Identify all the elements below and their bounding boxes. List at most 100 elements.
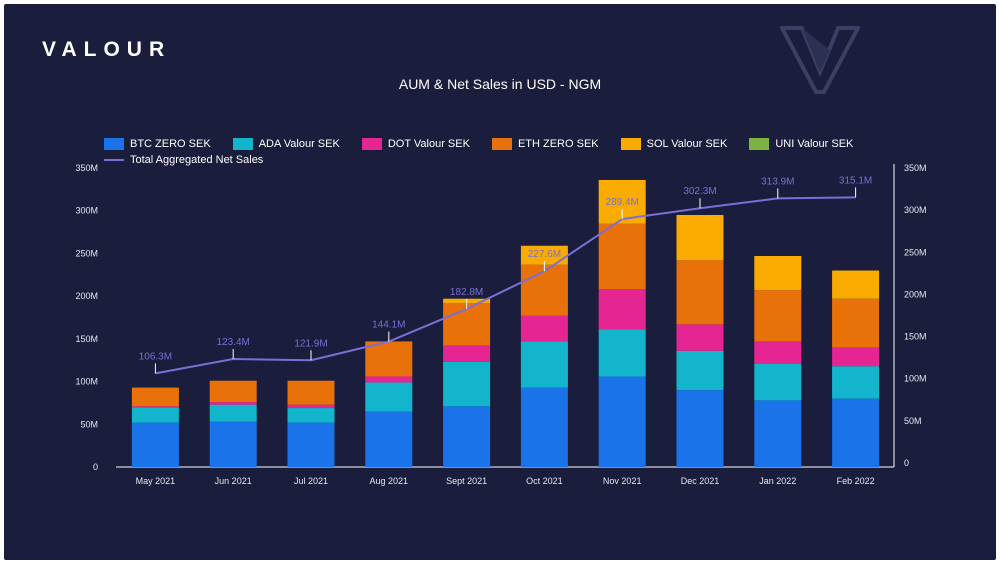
- legend-item-total-aggregated-net-sales: Total Aggregated Net Sales: [104, 154, 263, 166]
- slide-frame: VALOUR AUM & Net Sales in USD - NGM BTC …: [4, 4, 996, 560]
- legend-item-uni-valour-sek: UNI Valour SEK: [749, 138, 853, 150]
- y-left-tick-label: 100M: [75, 377, 98, 387]
- legend-swatch: [232, 138, 253, 150]
- valour-watermark-icon: [780, 26, 860, 94]
- y-left-tick-label: 300M: [75, 206, 98, 216]
- chart-legend: BTC ZERO SEK ADA Valour SEK DOT Valour SEK…: [104, 136, 884, 168]
- y-right-tick-label: 250M: [904, 247, 927, 257]
- bar-sol-valour-sek-7: [676, 214, 724, 261]
- x-tick-label: Dec 2021: [681, 476, 720, 486]
- bar-dot-valour-sek-5: [520, 315, 568, 342]
- legend-line-swatch: [104, 159, 124, 161]
- x-tick-label: Feb 2022: [837, 476, 875, 486]
- legend-item-ada-valour-sek: ADA Valour SEK: [232, 138, 340, 150]
- net-sales-data-label: 123.4M: [217, 337, 250, 348]
- chart-title: AUM & Net Sales in USD - NGM: [398, 76, 602, 92]
- net-sales-data-label: 313.9M: [761, 176, 794, 187]
- bar-ada-valour-sek-7: [676, 350, 724, 391]
- bar-dot-valour-sek-3: [365, 376, 413, 383]
- bar-btc-zero-sek-1: [209, 421, 257, 467]
- bar-sol-valour-sek-8: [754, 255, 802, 291]
- bar-dot-valour-sek-8: [754, 341, 802, 364]
- legend-swatch: [620, 138, 641, 150]
- bar-ada-valour-sek-1: [209, 404, 257, 422]
- bar-eth-zero-sek-4: [443, 302, 491, 346]
- bar-dot-valour-sek-7: [676, 324, 724, 351]
- bar-eth-zero-sek-2: [287, 380, 335, 405]
- bar-ada-valour-sek-8: [754, 363, 802, 401]
- legend-swatch: [749, 138, 770, 150]
- bar-ada-valour-sek-2: [287, 408, 335, 423]
- bar-btc-zero-sek-3: [365, 411, 413, 467]
- x-tick-label: Nov 2021: [603, 476, 642, 486]
- bar-btc-zero-sek-8: [754, 400, 802, 467]
- x-tick-label: Oct 2021: [526, 476, 563, 486]
- bar-ada-valour-sek-5: [520, 341, 568, 388]
- bar-btc-zero-sek-4: [443, 406, 491, 467]
- legend-label: BTC ZERO SEK: [130, 138, 211, 150]
- bar-eth-zero-sek-5: [520, 264, 568, 316]
- bar-btc-zero-sek-0: [131, 422, 179, 467]
- bar-eth-zero-sek-9: [832, 298, 880, 348]
- bar-eth-zero-sek-7: [676, 260, 724, 325]
- legend-label: SOL Valour SEK: [646, 138, 728, 150]
- bar-eth-zero-sek-0: [131, 387, 179, 407]
- bar-eth-zero-sek-1: [209, 380, 257, 403]
- net-sales-data-label: 315.1M: [839, 175, 872, 186]
- bar-btc-zero-sek-5: [520, 387, 568, 467]
- net-sales-data-label: 182.8M: [450, 287, 483, 298]
- y-right-tick-label: 50M: [904, 416, 922, 426]
- bar-btc-zero-sek-6: [598, 376, 646, 467]
- legend-swatch: [104, 138, 124, 150]
- bar-dot-valour-sek-6: [598, 289, 646, 330]
- bar-ada-valour-sek-4: [443, 361, 491, 407]
- bar-ada-valour-sek-6: [598, 329, 646, 377]
- legend-item-dot-valour-sek: DOT Valour SEK: [361, 138, 470, 150]
- legend-label: ETH ZERO SEK: [517, 138, 599, 150]
- y-right-tick-label: 0: [904, 458, 909, 468]
- bar-eth-zero-sek-8: [754, 290, 802, 342]
- legend-swatch: [491, 138, 512, 150]
- x-tick-label: May 2021: [136, 476, 176, 486]
- legend-item-sol-valour-sek: SOL Valour SEK: [620, 138, 728, 150]
- legend-label: Total Aggregated Net Sales: [130, 154, 264, 166]
- x-tick-label: Aug 2021: [370, 476, 409, 486]
- y-left-tick-label: 150M: [75, 334, 98, 344]
- x-tick-label: Sept 2021: [446, 476, 487, 486]
- legend-label: UNI Valour SEK: [775, 138, 854, 150]
- net-sales-data-label: 106.3M: [139, 351, 172, 362]
- net-sales-data-label: 121.9M: [294, 338, 327, 349]
- y-right-tick-label: 350M: [904, 163, 927, 173]
- net-sales-data-label: 144.1M: [372, 320, 405, 331]
- y-right-tick-label: 150M: [904, 332, 927, 342]
- y-left-tick-label: 200M: [75, 291, 98, 301]
- legend-label: ADA Valour SEK: [258, 138, 340, 150]
- valour-logo: VALOUR: [42, 38, 172, 61]
- bar-btc-zero-sek-7: [676, 390, 724, 467]
- bar-ada-valour-sek-0: [131, 407, 179, 423]
- legend-swatch: [361, 138, 382, 150]
- bar-dot-valour-sek-4: [443, 345, 491, 362]
- legend-item-btc-zero-sek: BTC ZERO SEK: [104, 138, 211, 150]
- y-right-tick-label: 300M: [904, 205, 927, 215]
- bar-ada-valour-sek-9: [832, 366, 880, 399]
- x-tick-label: Jan 2022: [759, 476, 796, 486]
- y-left-tick-label: 350M: [75, 163, 98, 173]
- y-left-tick-label: 0: [93, 462, 98, 472]
- bar-sol-valour-sek-9: [832, 270, 880, 299]
- total-net-sales-line: [155, 196, 856, 375]
- net-sales-data-label: 289.4M: [606, 197, 639, 208]
- bar-dot-valour-sek-0: [131, 406, 179, 408]
- legend-label: DOT Valour SEK: [387, 138, 470, 150]
- bar-dot-valour-sek-1: [209, 402, 257, 405]
- legend-item-eth-zero-sek: ETH ZERO SEK: [491, 138, 599, 150]
- bar-ada-valour-sek-3: [365, 382, 413, 412]
- bar-dot-valour-sek-2: [287, 404, 335, 409]
- x-tick-label: Jul 2021: [294, 476, 328, 486]
- y-right-tick-label: 200M: [904, 289, 927, 299]
- bar-eth-zero-sek-3: [365, 341, 413, 377]
- x-tick-label: Jun 2021: [215, 476, 252, 486]
- net-sales-data-label: 302.3M: [683, 186, 716, 197]
- bar-btc-zero-sek-9: [832, 398, 880, 467]
- bar-sol-valour-sek-5: [520, 245, 568, 265]
